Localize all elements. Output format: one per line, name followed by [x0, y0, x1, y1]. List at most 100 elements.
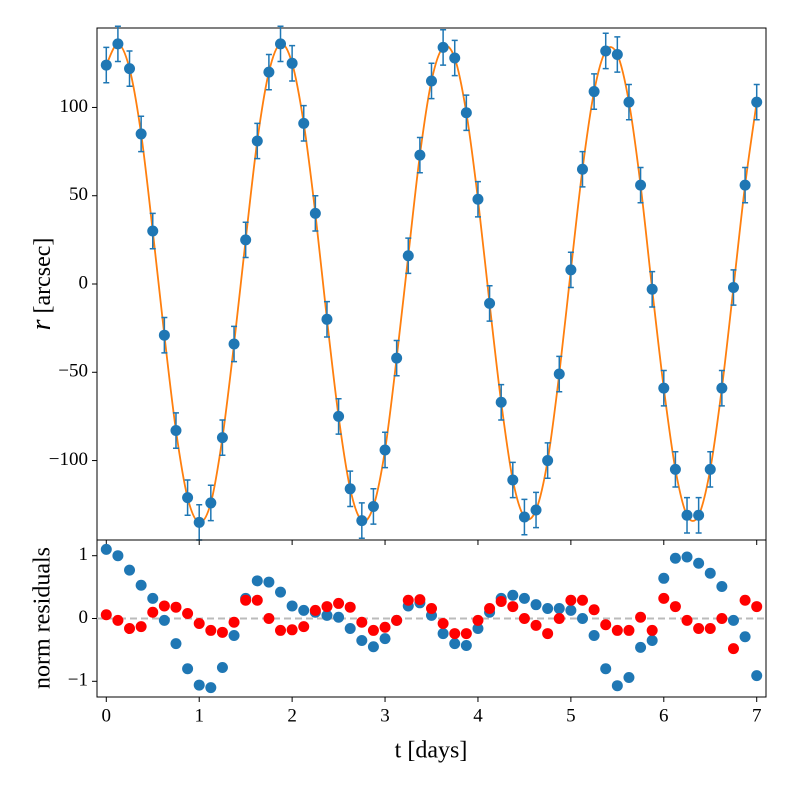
data-point	[275, 586, 287, 598]
data-point	[182, 607, 194, 619]
data-point	[100, 609, 112, 621]
data-point	[228, 629, 240, 641]
data-point	[170, 425, 182, 437]
data-point	[135, 128, 147, 140]
data-point	[507, 601, 519, 613]
data-point	[472, 614, 484, 626]
y-label-unit: [arcsec]	[30, 238, 56, 314]
data-point	[623, 96, 635, 108]
data-point	[379, 621, 391, 633]
data-point	[158, 600, 170, 612]
data-point	[124, 63, 136, 75]
data-point	[147, 606, 159, 618]
plot-frame	[96, 27, 767, 541]
data-point	[298, 604, 310, 616]
data-point	[681, 614, 693, 626]
data-point	[611, 48, 623, 60]
data-point	[542, 455, 554, 467]
y-tick-label: 1	[79, 544, 89, 565]
data-point	[588, 86, 600, 98]
data-point	[565, 604, 577, 616]
data-point	[426, 75, 437, 87]
data-point	[518, 613, 530, 624]
y-tick-label: 0	[79, 272, 89, 293]
x-tick-label: 4	[473, 705, 483, 726]
data-point	[460, 107, 472, 119]
data-point	[727, 643, 739, 655]
y-label-symbol: r	[26, 319, 57, 330]
data-point	[263, 66, 275, 78]
data-point	[275, 38, 287, 50]
x-tick-label: 0	[102, 705, 112, 726]
data-point	[402, 594, 414, 606]
data-point	[228, 616, 240, 628]
data-point	[611, 680, 623, 692]
data-point	[286, 600, 298, 612]
data-point	[251, 135, 263, 147]
data-point	[147, 592, 159, 604]
x-axis-label: t [days]	[395, 738, 468, 764]
data-point	[193, 516, 205, 528]
data-point	[751, 96, 763, 108]
x-tick-label: 6	[659, 705, 669, 726]
data-point	[333, 611, 345, 623]
data-point	[646, 634, 658, 646]
data-point	[460, 628, 472, 640]
data-point	[321, 313, 333, 325]
data-point	[669, 601, 681, 613]
data-point	[518, 592, 530, 604]
data-point	[588, 604, 600, 616]
data-point	[158, 614, 170, 626]
data-point	[553, 368, 565, 380]
data-point	[414, 594, 426, 606]
y-tick-label: −1	[68, 670, 88, 691]
data-point	[518, 511, 530, 523]
data-point	[739, 631, 751, 643]
x-tick-label: 2	[287, 705, 297, 726]
data-point	[240, 594, 252, 606]
data-point	[495, 396, 507, 408]
data-point	[367, 641, 379, 653]
data-point	[576, 163, 588, 175]
y-tick-label: 50	[69, 184, 88, 205]
data-point	[414, 149, 426, 161]
data-point	[205, 682, 217, 694]
data-point	[658, 572, 670, 584]
y-tick-label: −50	[58, 361, 88, 382]
data-point	[472, 193, 484, 205]
data-point	[344, 623, 356, 635]
data-point	[112, 550, 124, 562]
data-point	[170, 638, 182, 650]
data-point	[112, 614, 124, 626]
data-point	[333, 597, 345, 609]
data-point	[739, 179, 751, 191]
data-point	[565, 594, 577, 606]
data-point	[704, 463, 716, 475]
data-point	[693, 557, 705, 569]
data-point	[216, 626, 228, 638]
data-point	[553, 613, 565, 624]
data-point	[437, 618, 449, 630]
data-point	[286, 624, 298, 636]
data-point	[507, 589, 519, 601]
data-point	[356, 515, 368, 527]
data-point	[100, 543, 112, 555]
data-point	[356, 616, 368, 628]
data-point	[530, 504, 542, 516]
data-point	[216, 432, 228, 444]
y-tick-label: −100	[49, 449, 88, 470]
data-point	[751, 670, 763, 682]
x-tick-label: 1	[194, 705, 204, 726]
data-point	[309, 604, 321, 616]
data-point	[112, 38, 124, 50]
data-point	[449, 628, 461, 640]
data-point	[635, 641, 647, 653]
data-point	[193, 618, 205, 630]
data-point	[542, 628, 554, 640]
data-point	[553, 602, 565, 614]
data-point	[251, 575, 263, 587]
data-point	[124, 564, 136, 576]
data-point	[716, 382, 728, 394]
data-point	[727, 614, 739, 626]
data-point	[182, 663, 194, 675]
